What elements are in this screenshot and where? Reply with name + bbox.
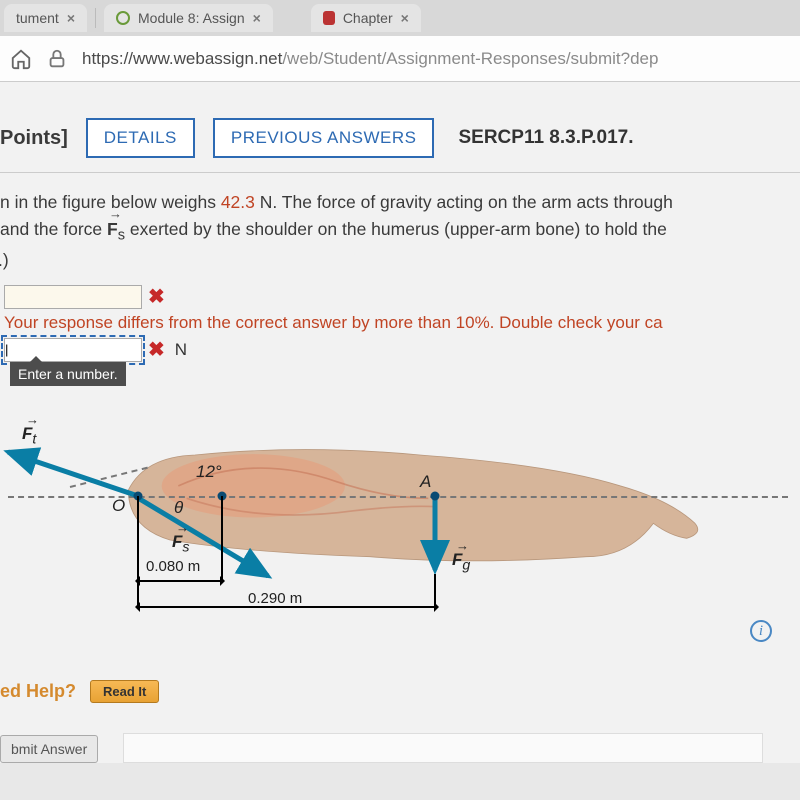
incorrect-icon: ✖ (148, 284, 165, 309)
tab-chapter[interactable]: Chapter × (311, 4, 421, 32)
close-icon[interactable]: × (67, 10, 75, 26)
tab-module[interactable]: Module 8: Assign × (104, 4, 273, 32)
label-Ft: Ft (22, 424, 36, 447)
point-A (431, 492, 440, 501)
tab-document[interactable]: tument × (4, 4, 87, 32)
arm-figure: Ft 12° θ O A Fs Fg 0.080 m 0.290 m i (0, 400, 790, 650)
dimension-0080 (140, 580, 220, 582)
answer-input-1[interactable] (4, 285, 142, 309)
address-bar: https://www.webassign.net/web/Student/As… (0, 36, 800, 82)
url-path: /web/Student/Assignment-Responses/submit… (282, 49, 658, 68)
question-reference: SERCP11 8.3.P.017. (458, 127, 633, 149)
need-help-row: ed Help? Read It (0, 680, 800, 703)
dim-tick (137, 496, 139, 606)
problem-statement: n in the figure below weighs 42.3 N. The… (0, 173, 800, 278)
incorrect-icon: ✖ (148, 337, 165, 362)
label-angle-12: 12° (196, 462, 222, 482)
problem-text-fragment: N. The force of gravity acting on the ar… (255, 192, 673, 212)
tab-label: Chapter (343, 10, 393, 26)
label-theta: θ (174, 498, 183, 518)
tab-separator (95, 8, 96, 28)
browser-tab-bar: tument × Module 8: Assign × Chapter × (0, 0, 800, 36)
read-it-button[interactable]: Read It (90, 680, 159, 703)
details-button[interactable]: DETAILS (86, 118, 195, 158)
previous-answers-button[interactable]: PREVIOUS ANSWERS (213, 118, 435, 158)
submit-row: bmit Answer (0, 733, 800, 763)
url-host: https://www.webassign.net (82, 49, 282, 68)
info-icon[interactable]: i (750, 620, 772, 642)
tab-label: Module 8: Assign (138, 10, 245, 26)
label-Fs: Fs (172, 532, 189, 555)
force-Fs-arrow (128, 490, 288, 590)
submit-answer-button[interactable]: bmit Answer (0, 735, 98, 763)
close-icon[interactable]: × (401, 10, 409, 26)
unit-label: N (175, 340, 187, 360)
label-O: O (112, 496, 125, 516)
lock-icon (46, 48, 68, 70)
given-value: 42.3 (221, 192, 255, 212)
problem-text-fragment: exerted by the shoulder on the humerus (… (125, 219, 667, 239)
dim-label-0080: 0.080 m (146, 558, 200, 575)
dim-label-0290: 0.290 m (248, 590, 302, 607)
force-vector-Fs: Fs (107, 216, 125, 247)
favicon-icon (323, 11, 335, 25)
points-label: Points] (0, 127, 68, 150)
answer-input-2[interactable] (4, 338, 142, 362)
label-Fg: Fg (452, 550, 470, 573)
force-Fg-arrow (420, 492, 450, 582)
close-icon[interactable]: × (253, 10, 261, 26)
home-icon[interactable] (10, 48, 32, 70)
label-A: A (420, 472, 431, 492)
problem-text-fragment: .) (0, 247, 794, 274)
page-content: Points] DETAILS PREVIOUS ANSWERS SERCP11… (0, 82, 800, 763)
url-display[interactable]: https://www.webassign.net/web/Student/As… (82, 49, 658, 69)
dim-tick (221, 496, 223, 582)
input-tooltip: Enter a number. (10, 362, 126, 386)
need-help-label: ed Help? (0, 681, 76, 702)
feedback-message: Your response differs from the correct a… (4, 313, 800, 333)
footer-panel (123, 733, 763, 763)
favicon-icon (116, 11, 130, 25)
answer-area: ✖ Your response differs from the correct… (4, 284, 800, 386)
problem-text-fragment: and the force (0, 219, 107, 239)
question-header-row: Points] DETAILS PREVIOUS ANSWERS SERCP11… (0, 100, 800, 173)
tab-label: tument (16, 10, 59, 26)
